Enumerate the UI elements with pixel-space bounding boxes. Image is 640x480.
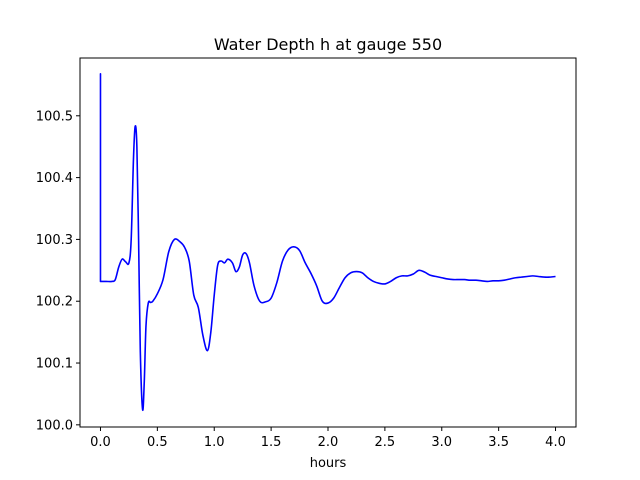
x-tick-label: 3.5 [488,435,509,450]
y-tick-label: 100.4 [36,171,73,186]
y-tick-label: 100.2 [36,295,73,310]
y-axis: 100.0 100.1 100.2 100.3 100.4 100.5 [36,109,80,433]
y-tick-label: 100.3 [36,233,73,248]
y-tick-label: 100.1 [36,357,73,372]
x-tick-label: 0.5 [147,435,168,450]
x-axis-label: hours [310,456,347,471]
x-tick-label: 2.0 [318,435,339,450]
x-tick-label: 4.0 [545,435,566,450]
x-tick-label: 1.0 [204,435,225,450]
x-axis: 0.0 0.5 1.0 1.5 2.0 2.5 3.0 3.5 4.0 [90,427,566,450]
series-line [99,72,556,412]
y-tick-label: 100.5 [36,109,73,124]
x-tick-label: 1.5 [261,435,282,450]
x-tick-label: 3.0 [431,435,452,450]
plot-frame [79,57,577,428]
chart-title: Water Depth h at gauge 550 [214,35,442,54]
series-layer [99,72,556,412]
y-tick-label: 100.0 [36,418,73,433]
x-tick-label: 2.5 [375,435,396,450]
x-tick-label: 0.0 [90,435,111,450]
